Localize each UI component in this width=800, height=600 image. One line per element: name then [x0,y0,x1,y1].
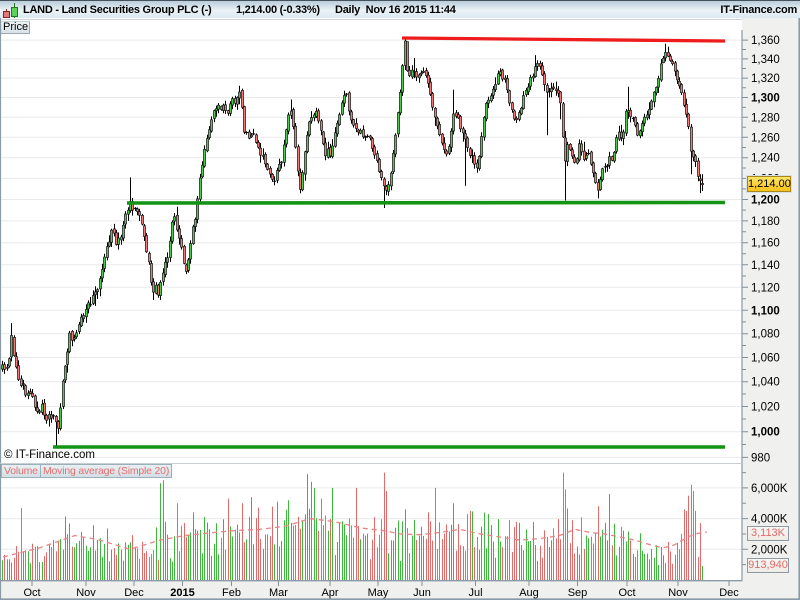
svg-text:1,180: 1,180 [751,216,780,228]
svg-text:May: May [368,587,389,599]
svg-text:1,000: 1,000 [751,427,780,439]
svg-text:1,020: 1,020 [751,402,780,414]
svg-text:1,160: 1,160 [751,238,780,250]
svg-text:1,080: 1,080 [751,329,780,341]
svg-text:1,240: 1,240 [751,153,780,165]
svg-text:980: 980 [751,452,770,464]
svg-text:Nov: Nov [76,587,96,599]
svg-text:1,140: 1,140 [751,260,780,272]
svg-text:1,100: 1,100 [751,305,780,317]
svg-text:Dec: Dec [124,587,144,599]
svg-text:Jul: Jul [468,587,482,599]
svg-text:Oct: Oct [23,587,40,599]
svg-text:Oct: Oct [618,587,635,599]
svg-text:Feb: Feb [222,587,241,599]
svg-text:1,060: 1,060 [751,353,780,365]
svg-text:6,000K: 6,000K [751,483,788,495]
svg-text:2015: 2015 [170,587,194,599]
svg-text:1,360: 1,360 [751,35,780,47]
svg-text:1,120: 1,120 [751,282,780,294]
svg-text:1,260: 1,260 [751,132,780,144]
svg-text:Sep: Sep [568,587,588,599]
svg-text:Aug: Aug [519,587,539,599]
svg-text:4,000K: 4,000K [751,514,788,526]
svg-text:1,200: 1,200 [751,195,780,207]
svg-text:Dec: Dec [719,587,739,599]
svg-text:1,280: 1,280 [751,112,780,124]
svg-text:2,000K: 2,000K [751,544,788,556]
svg-text:Mar: Mar [269,587,288,599]
svg-text:Apr: Apr [321,587,338,599]
svg-text:1,300: 1,300 [751,93,780,105]
svg-text:1,340: 1,340 [751,54,780,66]
svg-text:1,040: 1,040 [751,377,780,389]
svg-text:Nov: Nov [668,587,688,599]
svg-text:1,320: 1,320 [751,73,780,85]
svg-text:Jun: Jun [413,587,431,599]
